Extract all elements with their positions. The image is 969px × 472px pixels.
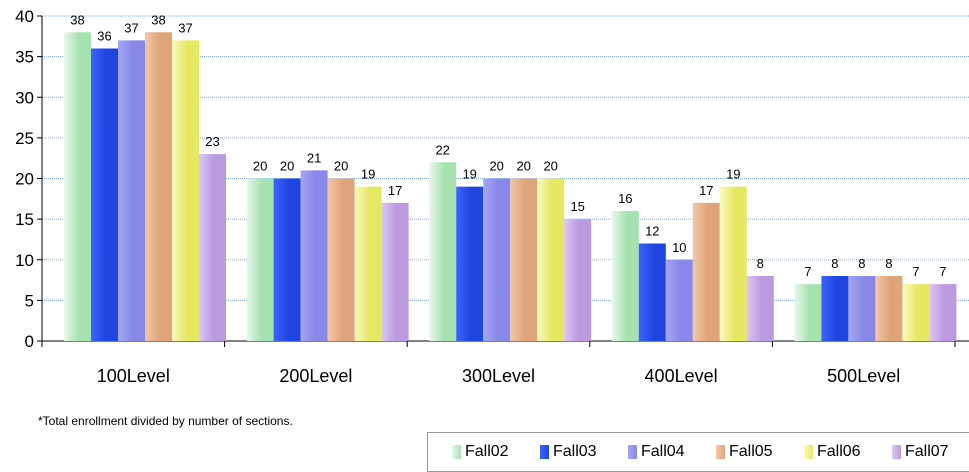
y-tick-label: 10 [15,251,34,270]
x-tick-label: 400Level [645,366,718,386]
bar [273,178,301,341]
bar [354,186,382,341]
data-label: 7 [804,264,811,279]
bar [875,276,903,341]
data-label: 36 [97,29,111,44]
data-label: 20 [280,159,294,174]
bar [564,219,592,341]
bar [611,211,639,341]
legend-swatch [892,445,901,459]
bar [429,162,457,341]
x-tick-label: 100Level [97,366,170,386]
y-tick-label: 40 [15,7,34,26]
bar [638,243,666,341]
data-label: 8 [757,256,764,271]
legend-swatch [452,445,461,459]
legend-item: Fall03 [540,442,597,462]
legend-swatch [540,445,549,459]
bar-chart: 0 5 10 15 20 25 30 35 40 100Level 200Level 300Leve… [15,7,969,386]
y-tick-label: 5 [25,291,34,310]
bars [64,32,957,341]
data-label: 37 [124,20,138,35]
x-tick-label: 300Level [462,366,535,386]
legend: Fall02 Fall03 Fall04 Fall05 Fall06 Fall07 [427,432,969,472]
data-label: 19 [726,167,740,182]
bar [172,40,199,341]
data-label: 16 [618,191,632,206]
legend-item: Fall04 [628,442,685,462]
data-label: 20 [543,159,557,174]
legend-label: Fall02 [465,443,509,460]
data-label: 19 [361,167,375,182]
bar [300,170,328,341]
legend-item: Fall07 [892,442,949,462]
data-label: 17 [699,183,713,198]
bar [794,284,822,341]
data-label: 38 [70,12,84,27]
bar [199,154,226,341]
bar [902,284,930,341]
y-tick-label: 35 [15,48,34,67]
data-label: 20 [253,159,267,174]
data-label: 8 [885,256,892,271]
data-label: 19 [462,167,476,182]
data-label: 21 [307,150,321,165]
bar [327,178,355,341]
data-label: 8 [831,256,838,271]
y-tick-label: 0 [25,332,34,351]
bar [145,32,172,341]
data-label: 37 [178,20,192,35]
bar [692,202,720,341]
bar [537,178,565,341]
y-tick-label: 25 [15,129,34,148]
bar [848,276,876,341]
bar [746,276,774,341]
legend-swatch [628,445,637,459]
data-label: 23 [205,134,219,149]
x-axis: 100Level 200Level 300Level 400Level 500Level [41,340,969,386]
legend-item: Fall06 [804,442,861,462]
data-label: 12 [645,224,659,239]
data-label: 7 [939,264,946,279]
data-label: 8 [858,256,865,271]
footnote: *Total enrollment divided by number of s… [38,414,293,428]
legend-swatch [716,445,725,459]
bar [456,186,484,341]
y-tick-label: 20 [15,170,34,189]
legend-swatch [804,445,813,459]
data-label: 20 [334,159,348,174]
bar [510,178,538,341]
data-label: 22 [435,142,449,157]
bar [64,32,91,341]
y-tick-label: 15 [15,210,34,229]
legend-item: Fall05 [716,442,773,462]
data-label: 10 [672,240,686,255]
y-tick-label: 30 [15,88,34,107]
legend-item: Fall02 [452,442,509,462]
data-label: 7 [912,264,919,279]
legend-label: Fall03 [553,443,597,460]
data-label: 20 [516,159,530,174]
bar [91,48,118,341]
legend-label: Fall05 [729,443,773,460]
data-label: 15 [570,199,584,214]
x-tick-label: 200Level [279,366,352,386]
legend-label: Fall07 [905,443,949,460]
legend-label: Fall06 [817,443,861,460]
x-tick-label: 500Level [827,366,900,386]
bar [246,178,274,341]
data-label: 17 [388,183,402,198]
bar [118,40,145,341]
bar [483,178,511,341]
data-labels: 38 36 37 38 37 23 20 20 21 20 19 17 22 19 20 20 20 15 16 12… [70,12,946,279]
bar [719,186,747,341]
bar [665,259,693,341]
bar [381,202,409,341]
y-axis: 0 5 10 15 20 25 30 35 40 [15,7,43,351]
legend-label: Fall04 [641,443,685,460]
bar [821,276,849,341]
bar [929,284,957,341]
data-label: 38 [151,12,165,27]
data-label: 20 [489,159,503,174]
